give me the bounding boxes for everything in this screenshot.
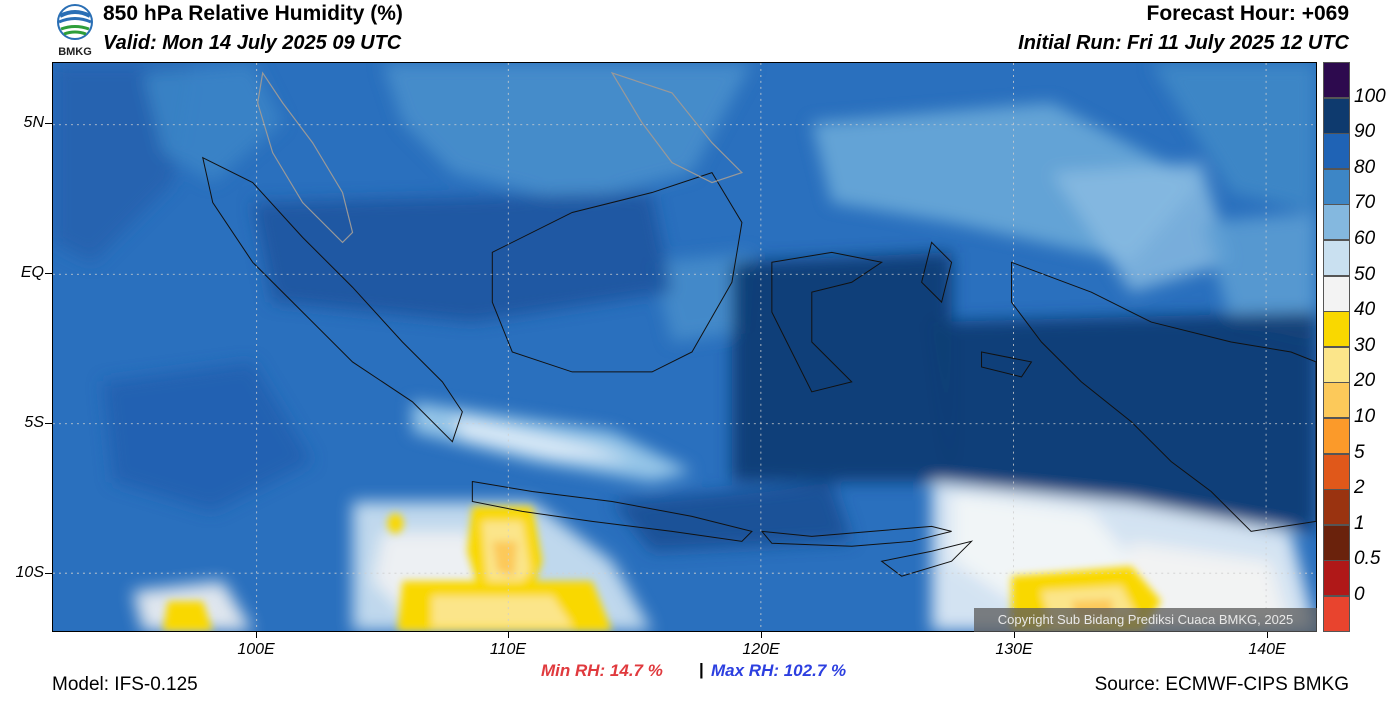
colorbar-swatch bbox=[1323, 62, 1350, 98]
colorbar-swatch bbox=[1323, 418, 1350, 454]
colorbar-swatch bbox=[1323, 311, 1350, 348]
colorbar-label: 5 bbox=[1354, 441, 1365, 463]
model-label: Model: IFS-0.125 bbox=[52, 674, 198, 695]
colorbar-label: 2 bbox=[1354, 477, 1365, 499]
colorbar-swatch bbox=[1323, 133, 1350, 170]
lon-label-110e: 110E bbox=[489, 641, 527, 658]
colorbar-label: 30 bbox=[1354, 334, 1376, 356]
lat-tick bbox=[45, 123, 52, 124]
valid-time: Valid: Mon 14 July 2025 09 UTC bbox=[103, 32, 402, 54]
humidity-map bbox=[52, 62, 1317, 632]
colorbar-swatch bbox=[1323, 97, 1350, 134]
colorbar-label: 20 bbox=[1354, 370, 1376, 392]
lat-tick bbox=[45, 273, 52, 274]
colorbar-label: 40 bbox=[1354, 299, 1376, 321]
lat-tick bbox=[45, 573, 52, 574]
bmkg-logo-icon bbox=[52, 2, 98, 60]
colorbar-swatch bbox=[1323, 168, 1350, 205]
colorbar-swatch bbox=[1323, 382, 1350, 419]
coastlines bbox=[202, 156, 1316, 577]
colorbar-label: 50 bbox=[1354, 263, 1376, 285]
lat-tick bbox=[45, 423, 52, 424]
map-title: 850 hPa Relative Humidity (%) bbox=[103, 2, 403, 25]
colorbar-swatch bbox=[1323, 204, 1350, 241]
colorbar-swatch bbox=[1323, 453, 1350, 490]
min-rh: Min RH: 14.7 % bbox=[541, 661, 663, 680]
source-label: Source: ECMWF-CIPS BMKG bbox=[1094, 674, 1349, 695]
lon-label-130e: 130E bbox=[995, 641, 1033, 658]
colorbar-label: 0.5 bbox=[1354, 548, 1381, 570]
colorbar-label: 60 bbox=[1354, 228, 1376, 249]
colorbar-swatch bbox=[1323, 346, 1350, 383]
colorbar-swatch bbox=[1323, 524, 1350, 561]
max-rh: Max RH: 102.7 % bbox=[711, 661, 847, 680]
lat-label-eq: EQ bbox=[20, 264, 44, 281]
lon-tick bbox=[761, 632, 762, 638]
grid-lines bbox=[53, 63, 1316, 631]
lon-tick bbox=[1014, 632, 1015, 638]
colorbar-swatch bbox=[1323, 560, 1350, 597]
colorbar-label: 10 bbox=[1354, 406, 1376, 427]
lat-label-5n: 5N bbox=[23, 114, 44, 131]
copyright-notice: Copyright Sub Bidang Prediksi Cuaca BMKG… bbox=[974, 608, 1317, 632]
colorbar-swatch bbox=[1323, 489, 1350, 526]
stats-separator: | bbox=[699, 660, 704, 679]
initial-run: Initial Run: Fri 11 July 2025 12 UTC bbox=[1018, 32, 1349, 54]
forecast-hour: Forecast Hour: +069 bbox=[1146, 2, 1350, 25]
lat-label-5s: 5S bbox=[24, 414, 44, 431]
colorbar-swatch bbox=[1323, 275, 1350, 312]
lon-tick bbox=[1267, 632, 1268, 638]
colorbar-label: 100 bbox=[1354, 85, 1386, 107]
lon-tick bbox=[508, 632, 509, 638]
colorbar-label: 90 bbox=[1354, 121, 1376, 143]
colorbar-label: 80 bbox=[1354, 156, 1376, 178]
lon-label-140e: 140E bbox=[1248, 641, 1286, 658]
colorbar-swatch bbox=[1323, 240, 1350, 276]
lon-tick bbox=[256, 632, 257, 638]
colorbar-swatch bbox=[1323, 596, 1350, 632]
colorbar-label: 0 bbox=[1354, 584, 1365, 605]
colorbar-label: 1 bbox=[1354, 512, 1365, 534]
lon-label-100e: 100E bbox=[237, 641, 275, 658]
colorbar-label: 70 bbox=[1354, 192, 1376, 214]
lat-label-10s: 10S bbox=[15, 564, 44, 581]
lon-label-120e: 120E bbox=[742, 641, 780, 658]
malay-peninsula bbox=[257, 71, 744, 244]
logo-text: BMKG bbox=[58, 46, 92, 58]
